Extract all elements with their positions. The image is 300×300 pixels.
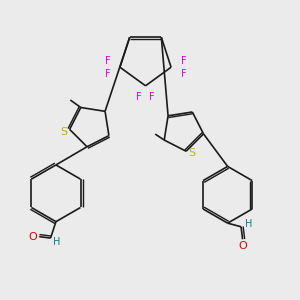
Text: F: F (136, 92, 142, 102)
Text: S: S (188, 148, 195, 158)
Text: F: F (105, 69, 110, 79)
Text: F: F (105, 56, 110, 66)
Text: H: H (245, 219, 252, 230)
Text: O: O (238, 241, 247, 251)
Text: F: F (181, 56, 186, 66)
Text: S: S (61, 128, 68, 137)
Text: F: F (181, 69, 186, 79)
Text: H: H (53, 237, 61, 247)
Text: O: O (29, 232, 38, 242)
Text: F: F (149, 92, 155, 102)
